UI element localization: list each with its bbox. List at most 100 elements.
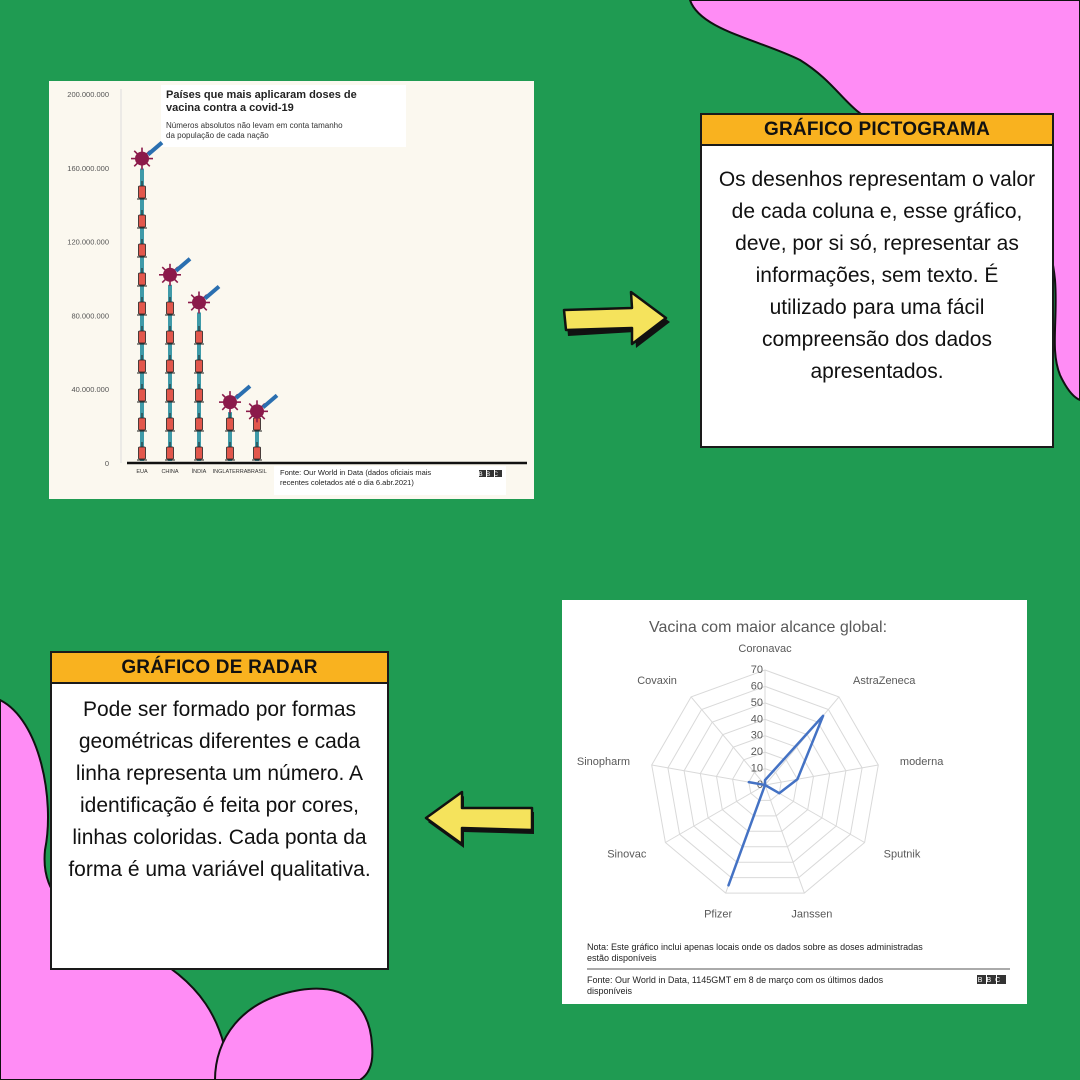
radar-grid-ring [683,702,847,863]
pictogram-chart-card: 0 40.000.000 80.000.000 120.000.000 160.000.… [49,81,534,499]
x-category-label: ÍNDIA [192,468,207,475]
bbc-logo-text: BBC [978,977,1004,984]
virus-spike [248,402,254,408]
virus-spike [233,405,239,411]
radar-category-label: moderna [900,756,944,768]
x-category-label: EUA [136,469,148,475]
syringe-icon [195,330,203,344]
radar-tick-label: 30 [751,730,763,742]
virus-spike [221,393,227,399]
syringe-icon [195,446,203,460]
radar-title: Vacina com maior alcance global: [649,619,887,636]
radar-spoke [690,696,766,786]
syringe-icon [138,185,146,199]
syringe-icon [138,446,146,460]
pictogram-info-text: Os desenhos representam o valor de cada … [718,168,1036,383]
radar-grid-ring [667,685,863,879]
virus-icon [135,151,149,166]
syringe-icon [166,330,174,344]
radar-spoke [764,784,805,894]
radar-spoke [651,764,766,786]
virus-icon [250,404,264,419]
syringe-icon [226,446,234,460]
radar-tick-label: 60 [751,680,763,692]
radar-grid-ring [732,751,798,817]
bbc-logo: BBC [479,470,502,478]
virus-icon [163,267,177,282]
syringe-icon [166,446,174,460]
pictogram-source: Fonte: Our World in Data (dados oficiais… [280,468,431,487]
radar-category-label: Covaxin [637,675,677,687]
virus-spike [133,162,139,167]
bbc-logo-block [495,470,502,477]
x-category-label: INGLATERRA [213,469,248,475]
radar-tick-label: 20 [751,746,763,758]
syringe-icon [253,446,261,460]
bbc-logo-block [479,470,486,477]
radar-category-label: AstraZeneca [853,675,916,687]
bbc-logo-block [997,975,1006,984]
bbc-logo-block [487,470,494,477]
virus-spike [161,266,167,272]
pictogram-bar [188,284,221,461]
syringe-icon [138,301,146,315]
pictogram-info-box: GRÁFICO PICTOGRAMA Os desenhos represent… [700,113,1054,448]
virus-spike [221,405,227,411]
radar-category-label: Janssen [791,909,832,921]
injecting-syringe-icon [146,141,164,157]
virus-spike [173,278,179,284]
virus-spike [248,415,254,420]
radar-grid-ring [651,669,879,894]
syringe-icon [138,388,146,402]
pictogram-bar [159,257,192,461]
injecting-syringe-icon [174,257,192,273]
y-tick-label: 40.000.000 [71,385,109,394]
syringe-icon [138,330,146,344]
radar-note: Nota: Este gráfico inclui apenas locais … [587,942,923,963]
syringe-icon [138,359,146,373]
bbc-logo-text: BBC [479,472,502,478]
radar-series-line [727,714,825,887]
radar-info-header: GRÁFICO DE RADAR [52,653,387,684]
radar-chart: Vacina com maior alcance global:01020304… [577,619,1010,996]
arrow-right-icon [562,290,670,348]
injecting-syringe-icon [261,393,279,409]
pictogram-subtitle: Números absolutos não levam em conta tam… [166,121,343,140]
radar-category-label: Sinovac [607,849,647,861]
x-category-label: BRASIL [247,469,267,475]
radar-category-label: Pfizer [704,909,732,921]
radar-category-label: Sinopharm [577,756,630,768]
virus-icon [192,295,206,310]
radar-category-label: Sputnik [884,849,921,861]
syringe-icon [195,388,203,402]
virus-icon [223,395,237,410]
radar-tick-label: 40 [751,713,763,725]
radar-tick-label: 50 [751,697,763,709]
radar-grid-ring [699,718,831,848]
virus-spike [145,162,151,167]
radar-tick-label: 70 [751,664,763,676]
syringe-icon [166,417,174,431]
radar-info-text: Pode ser formado por formas geométricas … [68,698,371,881]
green-blob-bottom [213,987,374,1080]
radar-source: Fonte: Our World in Data, 1145GMT em 8 d… [587,975,884,996]
syringe-icon [166,359,174,373]
arrow-left-icon [424,790,534,848]
y-tick-label: 160.000.000 [67,164,109,173]
syringe-icon [166,388,174,402]
syringe-icon [195,359,203,373]
radar-spoke [764,764,879,786]
virus-spike [190,294,196,299]
virus-spike [161,278,167,284]
x-category-label: CHINA [161,469,178,475]
pictogram-chart: 0 40.000.000 80.000.000 120.000.000 160.000.… [67,85,527,495]
injecting-syringe-icon [234,384,252,400]
syringe-stack [228,412,232,461]
y-tick-label: 120.000.000 [67,238,109,247]
radar-spoke [764,784,865,843]
pictogram-bar [219,384,252,461]
virus-spike [202,306,208,311]
virus-spike [260,415,266,420]
y-tick-label: 80.000.000 [71,311,109,320]
